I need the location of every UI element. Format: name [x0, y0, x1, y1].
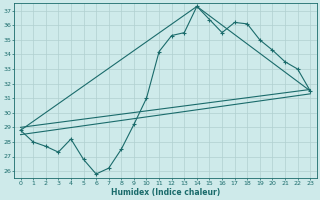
X-axis label: Humidex (Indice chaleur): Humidex (Indice chaleur) [111, 188, 220, 197]
